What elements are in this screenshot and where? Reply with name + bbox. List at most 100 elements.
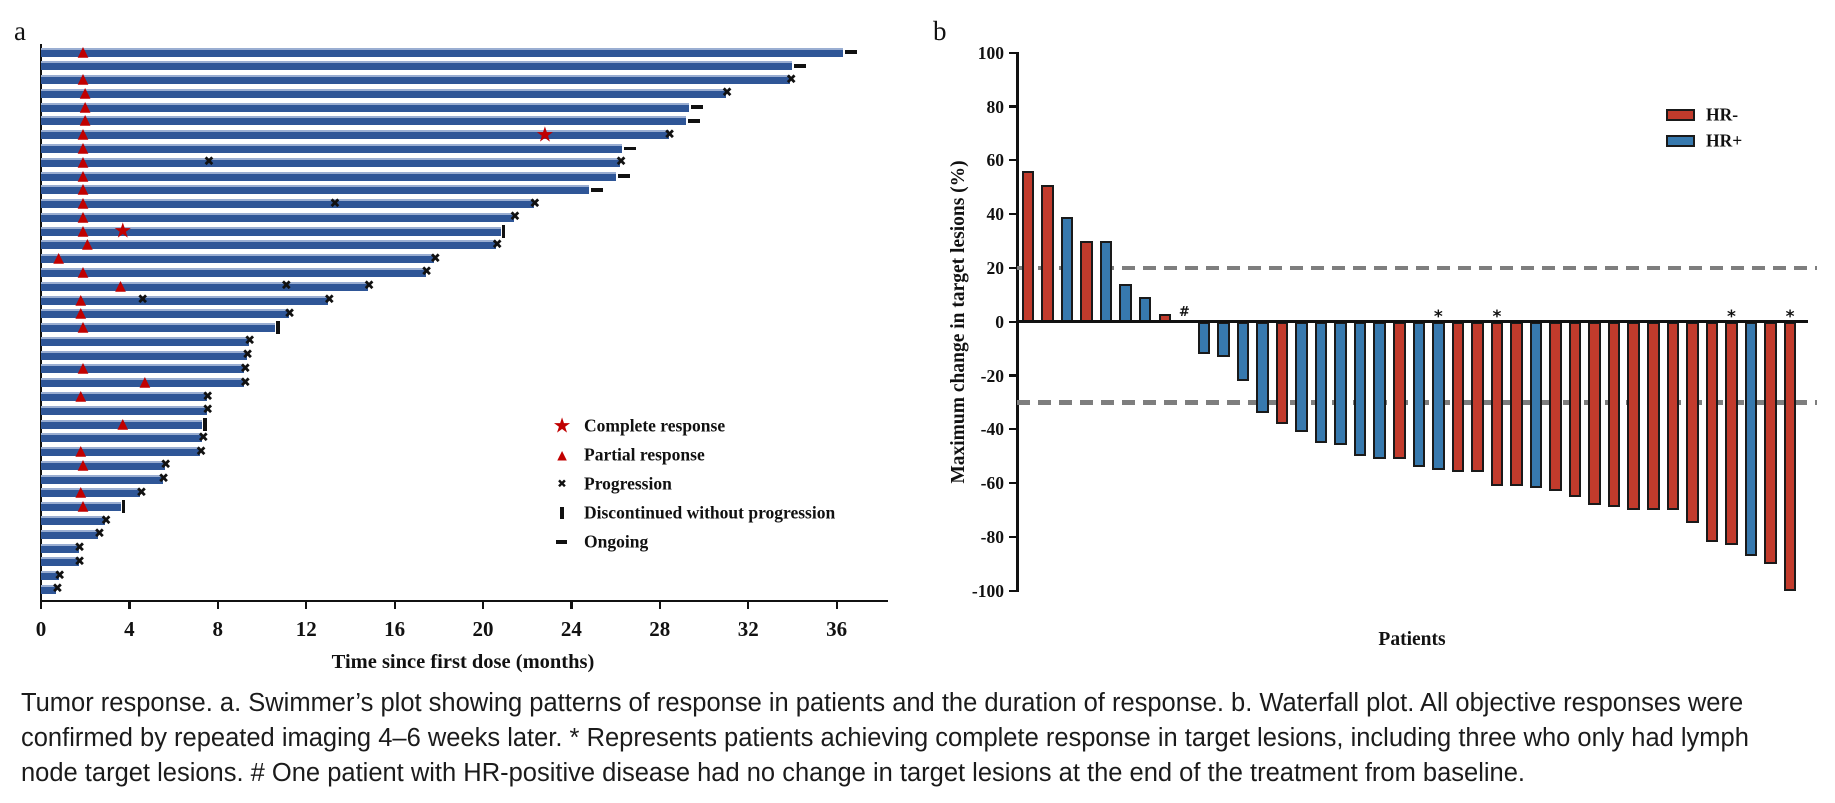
partial-response-marker: ▲: [75, 388, 87, 404]
waterfall-bar: [1314, 321, 1328, 443]
partial-response-marker: ▲: [77, 195, 89, 212]
x-axis-tick: [128, 600, 131, 609]
x-axis-tick-label: 16: [384, 617, 406, 641]
x-axis-tick-label: 0: [35, 617, 47, 641]
legend-discontinued-icon: [560, 507, 564, 519]
waterfall-bar: [1607, 321, 1621, 508]
waterfall-bar: [1080, 241, 1093, 322]
discontinued-end-marker: [203, 417, 207, 431]
caption-line-2: confirmed by repeated imaging 4–6 weeks …: [21, 723, 1749, 752]
partial-response-marker: ▲: [139, 374, 151, 391]
y-axis-tick: [1008, 266, 1017, 270]
waterfall-bar: [1568, 321, 1582, 497]
progression-marker: ✖: [329, 196, 341, 212]
x-axis-tick: [658, 600, 661, 609]
y-axis-tick-label: 0: [995, 311, 1004, 332]
legend-ongoing-icon: [556, 540, 567, 544]
y-axis-tick: [1008, 51, 1017, 54]
swimmer-bar: [41, 529, 99, 539]
x-axis-tick-label: 32: [737, 617, 759, 641]
swimmer-bar: [41, 571, 59, 581]
progression-end-marker: ✖: [323, 292, 335, 308]
waterfall-bar: [1041, 184, 1054, 322]
swimmer-bar: [41, 143, 623, 153]
x-axis-tick: [570, 600, 573, 609]
partial-response-marker: ▲: [115, 277, 126, 294]
discontinued-end-marker: [276, 321, 280, 335]
waterfall-bar: [1764, 321, 1777, 564]
annotation-star: *: [1492, 306, 1502, 327]
swimmer-bar: [41, 185, 590, 195]
partial-response-marker: ▲: [77, 208, 89, 225]
swimmer-bar: [41, 543, 79, 553]
panel-b-label: b: [933, 16, 947, 46]
y-axis-tick-label: -40: [980, 419, 1004, 440]
progression-end-marker: ✖: [94, 526, 105, 542]
waterfall-bar: [1353, 321, 1367, 457]
waterfall-bar: [1217, 321, 1230, 357]
x-axis-tick: [482, 600, 485, 609]
partial-response-marker: ▲: [75, 443, 87, 460]
swimmer-bar: [41, 336, 249, 346]
waterfall-bar: [1099, 241, 1113, 322]
waterfall-bar: [1529, 321, 1543, 489]
legend-progression-icon: ✖: [557, 476, 567, 491]
progression-end-marker: ✖: [529, 196, 541, 212]
waterfall-bar: [1119, 284, 1132, 322]
progression-end-marker: ✖: [195, 444, 207, 460]
progression-end-marker: ✖: [239, 375, 251, 391]
waterfall-bar: [1432, 321, 1445, 470]
annotation-star: *: [1785, 306, 1795, 327]
progression-end-marker: ✖: [52, 581, 63, 597]
ongoing-end-marker: [688, 119, 701, 123]
partial-response-marker: ▲: [117, 415, 129, 432]
waterfall-bar: [1783, 321, 1797, 591]
swimmer-bar: [41, 392, 207, 401]
y-axis-tick: [1008, 535, 1017, 539]
progression-marker: ✖: [203, 154, 215, 170]
partial-response-marker: ▲: [79, 98, 91, 115]
swimmer-bar: [41, 295, 329, 305]
waterfall-bar: [1549, 321, 1562, 492]
waterfall-bar: [1138, 297, 1152, 322]
panel-a-label: a: [14, 16, 26, 46]
progression-end-marker: ✖: [160, 457, 172, 473]
progression-end-marker: ✖: [54, 568, 66, 584]
waterfall-bar: [1060, 216, 1074, 322]
swimmer-x-axis-title: Time since first dose (months): [331, 651, 595, 673]
x-axis-tick-label: 36: [826, 617, 848, 641]
waterfall-bar: [1197, 321, 1211, 354]
partial-response-marker: ▲: [79, 112, 91, 129]
waterfall-bar: [1451, 321, 1465, 473]
waterfall-bar: [1236, 321, 1250, 381]
legend-swatch-HRneg: [1666, 109, 1695, 121]
partial-response-marker: ▲: [75, 484, 87, 501]
partial-response-marker: ▲: [77, 181, 89, 198]
y-axis-tick: [1008, 428, 1017, 431]
x-axis-tick: [305, 600, 308, 609]
y-axis-tick-label: 40: [986, 204, 1005, 225]
x-axis-tick: [393, 600, 396, 609]
partial-response-marker: ▲: [77, 319, 89, 336]
reference-line-20: [1017, 265, 1817, 271]
waterfall-bar: [1588, 321, 1601, 505]
swimmer-bar: [41, 157, 621, 167]
waterfall-bar: [1490, 321, 1504, 486]
y-axis-tick-label: 80: [986, 96, 1005, 117]
y-axis-tick: [1008, 589, 1017, 592]
partial-response-marker: ▲: [77, 43, 89, 60]
swimmer-bar: [41, 88, 727, 98]
progression-end-marker: ✖: [421, 264, 432, 280]
y-axis-tick-label: -100: [971, 580, 1004, 601]
legend-item-label: Complete response: [584, 415, 726, 436]
partial-response-marker: ▲: [77, 71, 89, 88]
waterfall-bar: [1021, 171, 1035, 322]
waterfall-x-axis-title: Patients: [1378, 629, 1446, 650]
swimmer-bar: [41, 516, 106, 526]
y-axis-tick: [1008, 374, 1017, 377]
y-axis-tick-label: -20: [980, 365, 1004, 386]
swimmer-bar: [41, 433, 203, 443]
waterfall-bar: [1471, 321, 1484, 473]
progression-end-marker: ✖: [664, 127, 676, 143]
figure-caption: Tumor response. a. Swimmer’s plot showin…: [21, 686, 1749, 790]
